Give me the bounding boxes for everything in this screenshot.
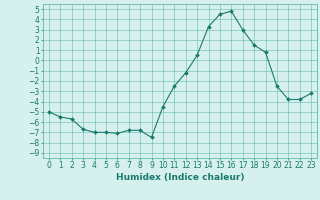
X-axis label: Humidex (Indice chaleur): Humidex (Indice chaleur) <box>116 173 244 182</box>
